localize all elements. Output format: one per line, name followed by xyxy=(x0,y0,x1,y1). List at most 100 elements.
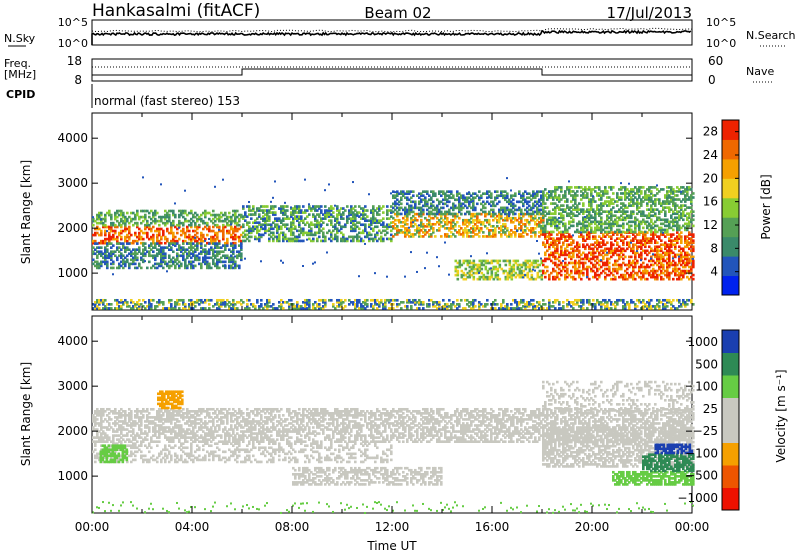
power-cell xyxy=(464,200,467,204)
power-cell xyxy=(642,212,645,216)
power-cell xyxy=(594,212,597,216)
power-cell xyxy=(536,271,540,275)
power-cell xyxy=(94,301,97,304)
power-cell xyxy=(596,192,599,195)
power-cell xyxy=(208,264,211,268)
power-cell xyxy=(102,225,105,229)
power-cell xyxy=(506,235,509,238)
power-cell xyxy=(174,303,177,306)
power-cell xyxy=(426,192,429,196)
power-cell xyxy=(472,235,475,238)
power-cell xyxy=(106,211,109,215)
power-cell xyxy=(198,298,201,302)
power-cell xyxy=(332,215,335,218)
power-cell xyxy=(262,211,265,214)
power-cell xyxy=(110,254,113,258)
power-cell xyxy=(376,219,379,222)
power-cell xyxy=(242,217,245,220)
power-cell xyxy=(676,269,679,273)
power-cell xyxy=(200,231,203,235)
power-cell xyxy=(232,209,235,213)
power-cell xyxy=(588,188,591,191)
freq-label: Freq. xyxy=(4,57,31,70)
power-cell xyxy=(128,252,131,256)
power-cell xyxy=(410,200,413,204)
power-cell xyxy=(576,204,579,207)
power-cell xyxy=(622,192,625,195)
power-cell xyxy=(628,214,631,218)
power-cell xyxy=(256,237,259,241)
power-cell xyxy=(564,226,567,230)
power-cell xyxy=(108,211,111,215)
power-cell xyxy=(284,205,287,208)
power-cell xyxy=(438,208,441,212)
power-cell xyxy=(388,223,391,227)
power-cell xyxy=(570,241,573,245)
power-cell xyxy=(512,198,515,202)
power-cell xyxy=(376,211,379,214)
power-cell xyxy=(194,233,197,237)
power-cell xyxy=(116,242,119,245)
power-cell xyxy=(580,233,583,236)
power-cell xyxy=(424,200,427,204)
power-cell xyxy=(138,233,141,237)
power-cell xyxy=(108,239,111,243)
power-cell xyxy=(168,256,171,260)
power-cell xyxy=(670,216,673,220)
power-cell xyxy=(136,223,139,227)
power-cell xyxy=(670,226,673,230)
power-cell xyxy=(604,186,607,189)
power-cell xyxy=(250,217,253,220)
power-cell xyxy=(468,265,472,269)
power-cell xyxy=(466,271,470,275)
power-cell xyxy=(594,218,597,222)
power-cell xyxy=(394,233,397,236)
power-cell xyxy=(616,253,619,257)
power-cell xyxy=(134,231,137,235)
power-cell xyxy=(120,305,123,308)
power-cell xyxy=(472,231,475,234)
power-cell xyxy=(540,218,543,222)
power-cell xyxy=(616,200,619,203)
power-cell xyxy=(630,190,633,193)
power-cell xyxy=(456,192,459,196)
power-cell xyxy=(488,210,491,214)
power-cell xyxy=(628,263,631,267)
power-cell xyxy=(286,209,289,212)
power-cell xyxy=(116,219,119,223)
power-cell xyxy=(574,269,577,273)
power-cell xyxy=(110,235,113,239)
power-cell xyxy=(636,198,639,201)
power-cell xyxy=(488,235,491,238)
power-cell xyxy=(640,257,643,261)
power-cell xyxy=(538,269,542,273)
power-cell xyxy=(614,239,617,243)
power-cell xyxy=(492,202,495,206)
power-cell xyxy=(162,231,165,235)
power-cell xyxy=(576,210,579,213)
power-cell xyxy=(470,212,473,216)
power-cell xyxy=(382,239,385,243)
power-cell xyxy=(682,198,685,201)
power-cell xyxy=(290,237,293,241)
power-cell xyxy=(622,218,625,222)
power-cell xyxy=(468,196,471,200)
power-cell xyxy=(370,221,373,225)
power-cell xyxy=(636,208,639,211)
power-cell xyxy=(642,226,645,230)
power-cell xyxy=(480,196,483,200)
power-cell xyxy=(178,260,181,264)
power-cell xyxy=(264,229,267,233)
nsky-label: N.Sky xyxy=(4,32,36,45)
power-cell xyxy=(282,205,285,208)
power-cell xyxy=(658,253,661,257)
power-cell xyxy=(340,239,343,243)
power-cell xyxy=(140,252,143,256)
power-cell xyxy=(178,223,181,227)
power-cell xyxy=(624,218,627,222)
power-cell xyxy=(686,245,689,249)
power-cell xyxy=(620,192,623,195)
power-cell xyxy=(562,196,565,199)
power-cell xyxy=(676,198,679,201)
power-cell xyxy=(298,307,301,310)
